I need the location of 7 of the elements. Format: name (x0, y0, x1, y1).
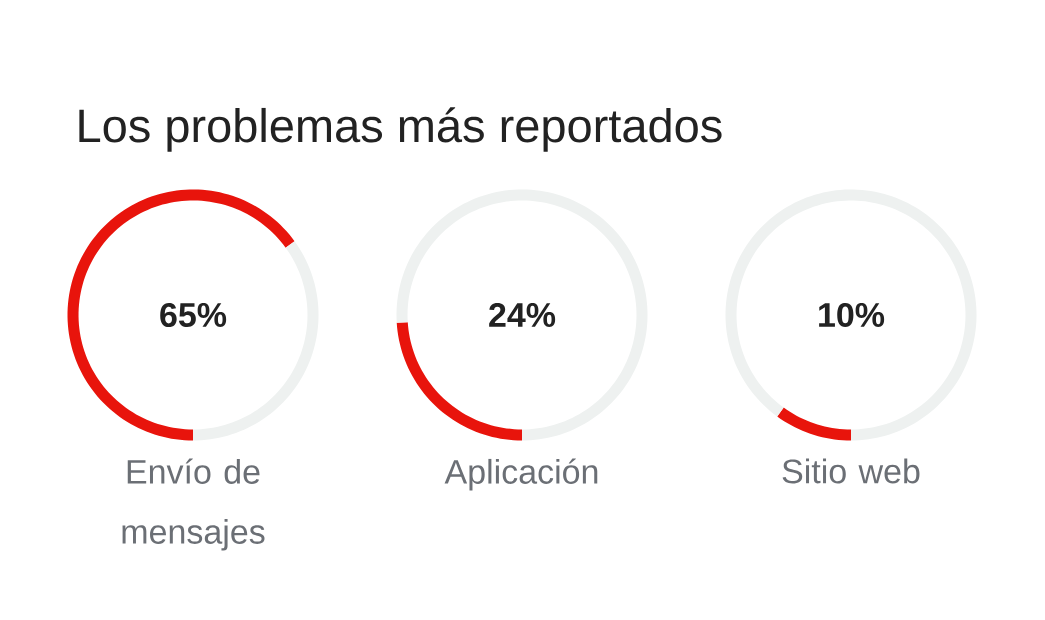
text: 24% (489, 302, 556, 327)
slice-label: Sitio web (782, 458, 920, 484)
text: 10% (819, 302, 885, 328)
slice-label: Aplicación (444, 458, 598, 491)
text: 65% (160, 302, 227, 328)
chart-title: Los problemas más reportados (79, 107, 722, 152)
slice-label: Envío de mensajes (122, 458, 265, 551)
